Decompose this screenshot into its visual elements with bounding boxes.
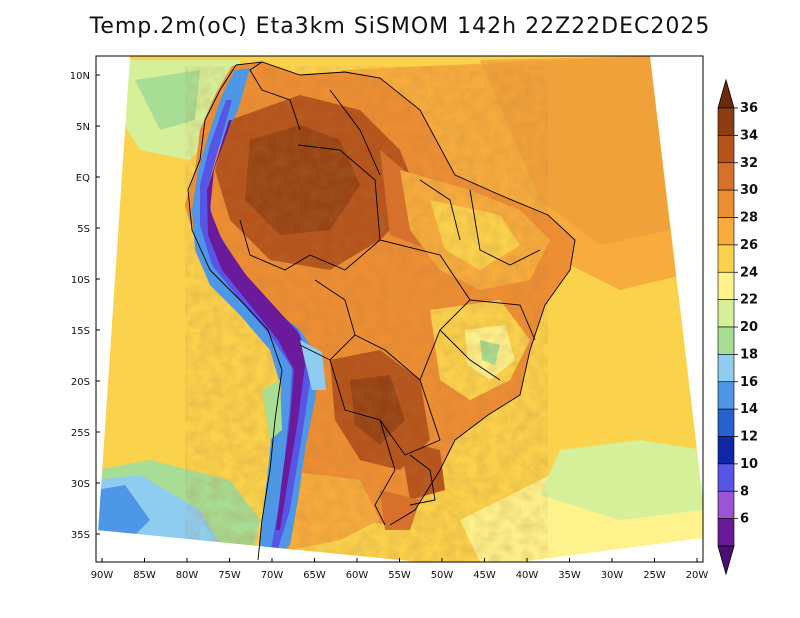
- colorbar-label: 6: [740, 512, 749, 527]
- lon-tick-label: 55W: [388, 570, 411, 581]
- lon-tick-label: 85W: [133, 570, 156, 581]
- colorbar-label: 14: [740, 402, 758, 417]
- lat-tick-label: 5N: [76, 122, 90, 133]
- lat-tick-label: 20S: [71, 377, 90, 388]
- colorbar-label: 8: [740, 484, 749, 499]
- colorbar-segment: [717, 326, 735, 355]
- lon-tick-label: 45W: [473, 570, 496, 581]
- lon-tick-label: 50W: [431, 570, 454, 581]
- colorbar-segment: [717, 490, 735, 519]
- colorbar-label: 30: [740, 183, 758, 198]
- political-borders: [187, 61, 576, 561]
- lon-tick-label: 60W: [346, 570, 369, 581]
- lat-tick-label: 35S: [71, 530, 90, 541]
- colorbar-segment: [717, 463, 735, 492]
- lon-tick-label: 65W: [303, 570, 326, 581]
- temperature-field: [96, 56, 703, 562]
- lat-tick-label: 30S: [71, 479, 90, 490]
- colorbar-segment: [717, 217, 735, 246]
- lat-tick-label: 15S: [71, 326, 90, 337]
- colorbar-segment: [717, 381, 735, 410]
- colorbar-bottom-arrow: [717, 545, 735, 576]
- colorbar-label: 12: [740, 430, 758, 445]
- lat-tick-label: EQ: [76, 173, 90, 184]
- latitude-axis: 10N 5N EQ 5S 10S 15S 20S 25S 30S 35S: [70, 71, 100, 541]
- colorbar-segment: [717, 244, 735, 273]
- lon-tick-label: 25W: [643, 570, 666, 581]
- colorbar-label: 22: [740, 293, 758, 308]
- lat-tick-label: 10N: [70, 71, 90, 82]
- lon-tick-label: 20W: [686, 570, 709, 581]
- colorbar-segment: [717, 354, 735, 383]
- colorbar-segment: [717, 299, 735, 328]
- colorbar-segment: [717, 436, 735, 465]
- lon-tick-label: 35W: [558, 570, 581, 581]
- colorbar-segment: [717, 107, 735, 136]
- colorbar-label: 24: [740, 265, 758, 280]
- colorbar-segment: [717, 408, 735, 437]
- colorbar-label: 18: [740, 347, 758, 362]
- colorbar-segment: [717, 271, 735, 300]
- colorbar-label: 16: [740, 375, 758, 390]
- colorbar-label: 32: [740, 156, 758, 171]
- longitude-axis: 90W 85W 80W 75W 70W 65W 60W 55W 50W 45W 40W 35W 30W 2…: [91, 558, 709, 581]
- lon-tick-label: 30W: [601, 570, 624, 581]
- lon-tick-label: 80W: [176, 570, 199, 581]
- lon-tick-label: 40W: [516, 570, 539, 581]
- colorbar-label: 10: [740, 457, 758, 472]
- colorbar-segment: [717, 162, 735, 191]
- colorbar-label: 34: [740, 128, 758, 143]
- lon-tick-label: 90W: [91, 570, 114, 581]
- map-title: Temp.2m(oC) Eta3km SiSMOM 142h 22Z22DEC2…: [89, 14, 711, 39]
- colorbar-label: 20: [740, 320, 758, 335]
- colorbar-label: 36: [740, 101, 758, 116]
- colorbar-segment: [717, 135, 735, 164]
- colorbar-segment: [717, 189, 735, 218]
- lon-tick-label: 70W: [261, 570, 284, 581]
- colorbar-segment: [717, 518, 735, 547]
- colorbar-legend: 36 34 32 30 28 26 24 22 20 18 16 14 12 10 8 6: [717, 78, 758, 576]
- lon-tick-label: 75W: [218, 570, 241, 581]
- colorbar-label: 26: [740, 238, 758, 253]
- lat-tick-label: 10S: [71, 275, 90, 286]
- lat-tick-label: 25S: [71, 428, 90, 439]
- colorbar-label: 28: [740, 211, 758, 226]
- colorbar-top-arrow: [717, 78, 735, 109]
- lat-tick-label: 5S: [77, 224, 90, 235]
